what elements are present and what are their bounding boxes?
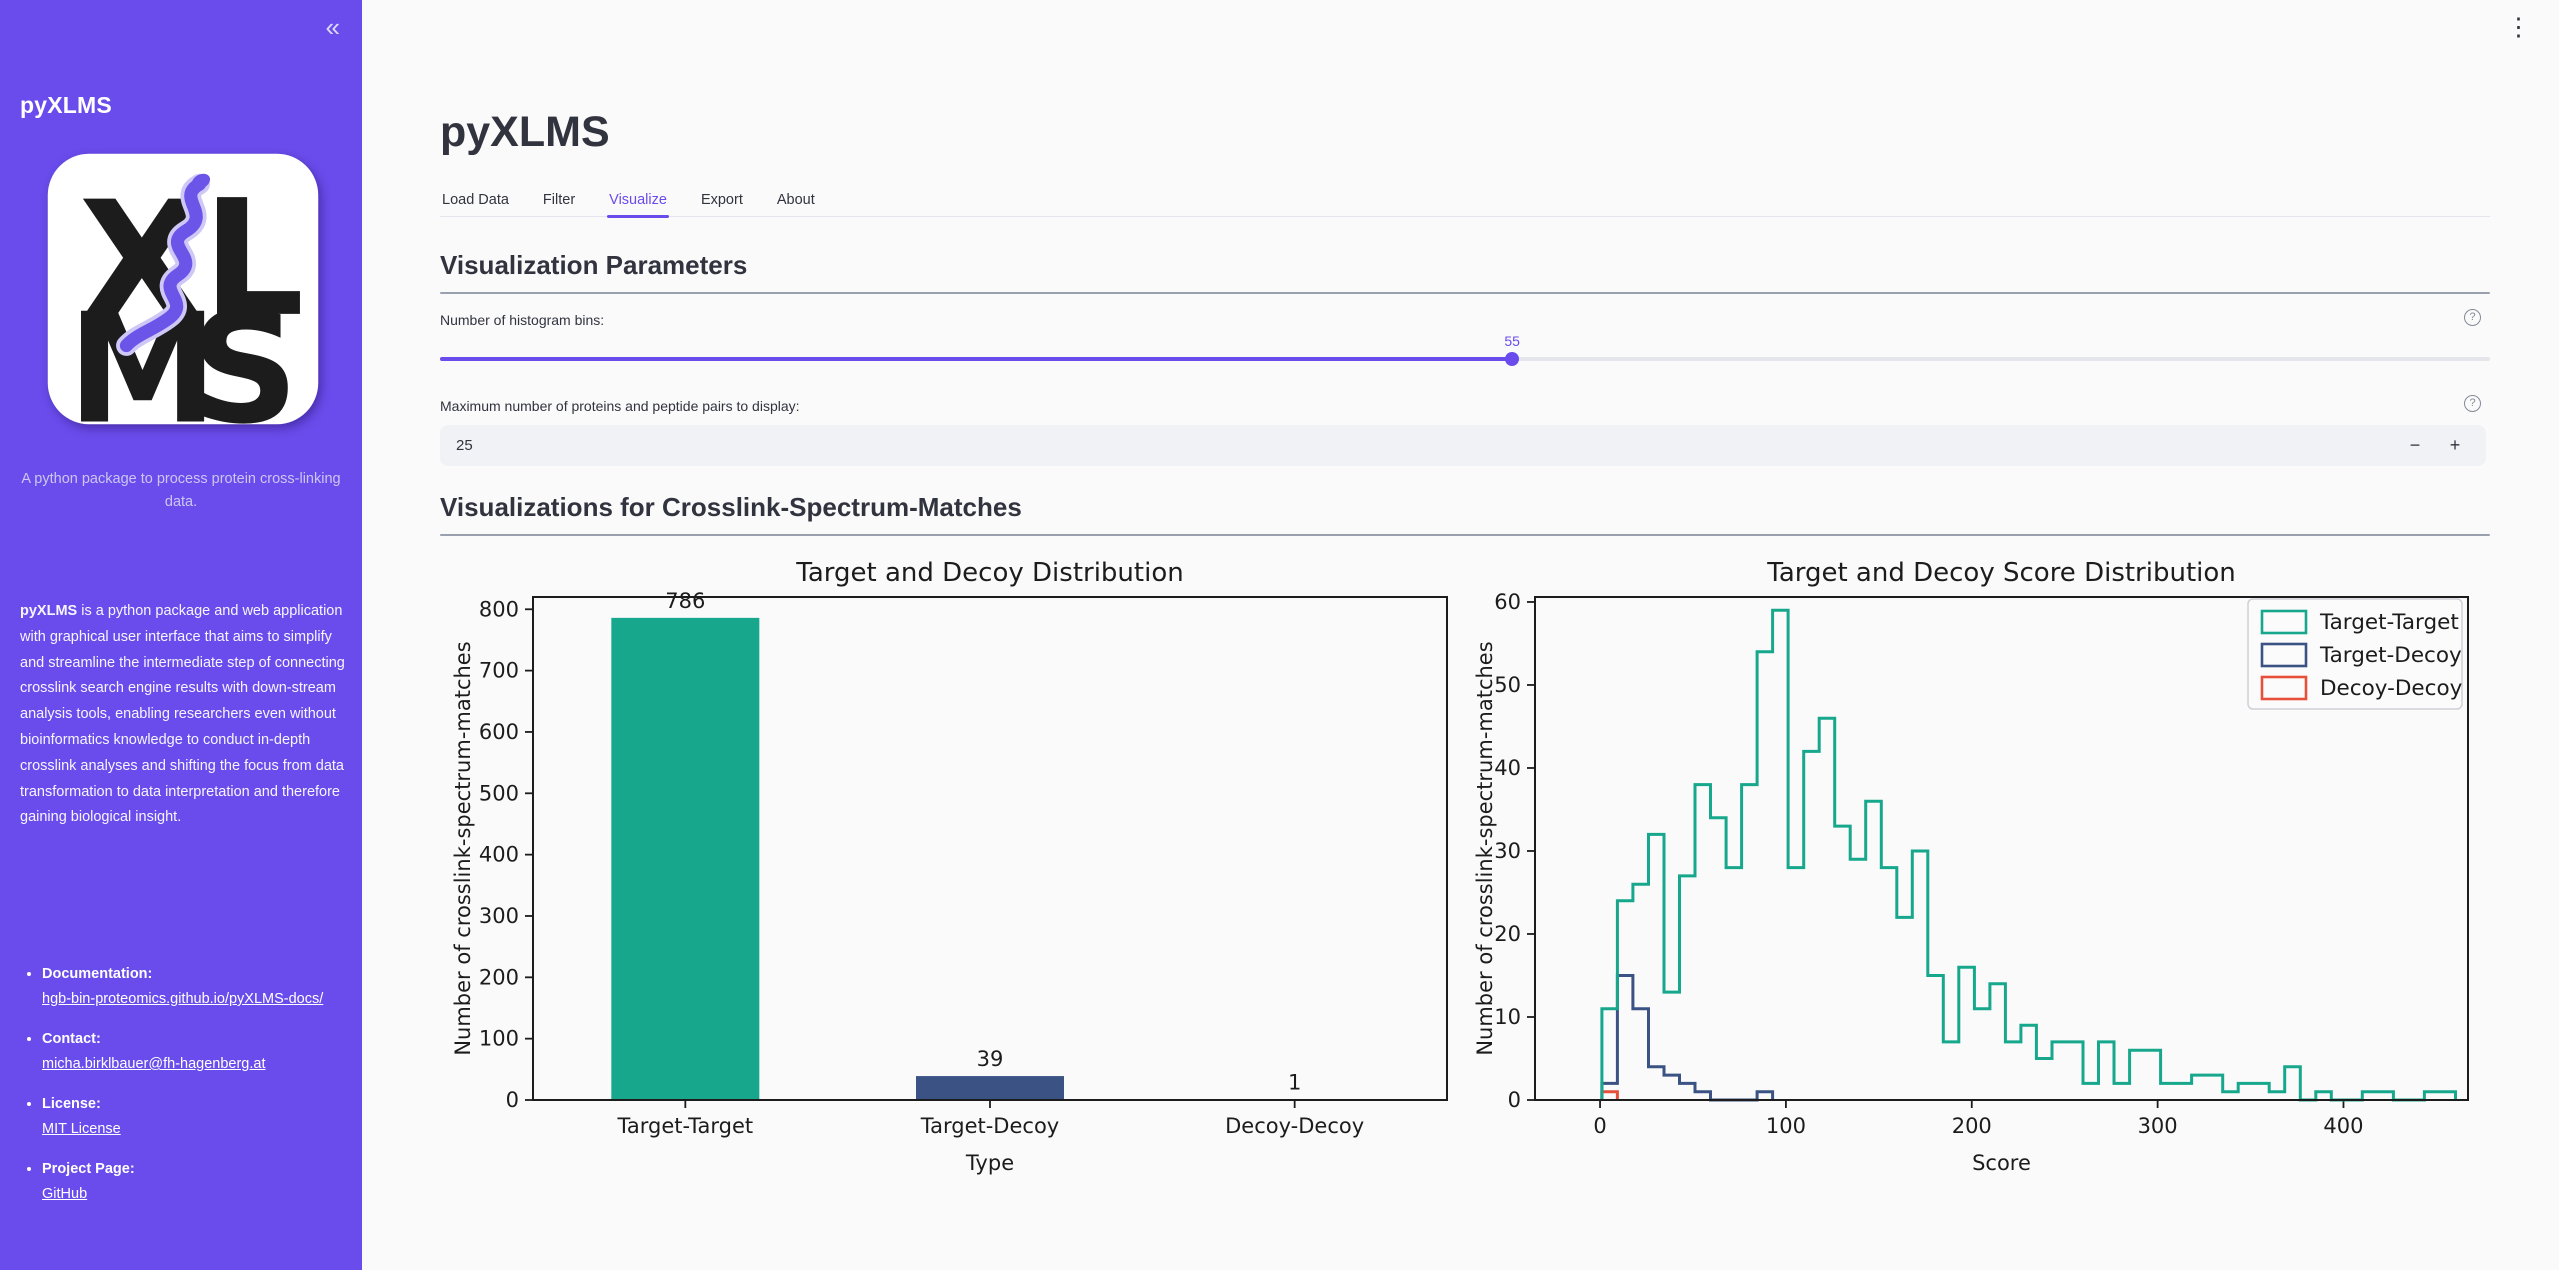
bar-chart: 0 100 200 300 400 500 600 700 800 786 Target-Targe… [451,558,1448,1175]
svg-text:100: 100 [479,1027,519,1051]
svg-text:300: 300 [2138,1114,2178,1138]
sidebar-title: pyXLMS [20,92,112,118]
help-icon[interactable]: ? [2464,309,2481,326]
svg-text:0: 0 [1508,1088,1521,1112]
svg-text:400: 400 [479,843,519,867]
section-divider [440,534,2490,536]
max-display-number-input[interactable]: 25 − + [440,425,2486,466]
svg-text:39: 39 [977,1047,1004,1071]
sidebar-link-item: License: MIT License [42,1092,342,1142]
tab-load-data[interactable]: Load Data [442,192,509,208]
main-content: ⋮ pyXLMS Load Data Filter Visualize Export A… [362,0,2559,1270]
svg-text:800: 800 [479,597,519,621]
svg-text:0: 0 [1593,1114,1606,1138]
slider-thumb[interactable] [1505,352,1520,366]
link-label: Contact: [42,1031,101,1047]
sidebar-collapse-icon[interactable]: « [325,12,340,42]
svg-text:786: 786 [665,589,705,613]
svg-text:600: 600 [479,720,519,744]
app-logo: X L MS [45,148,321,457]
svg-text:60: 60 [1494,590,1521,614]
sidebar-link-item: Contact: micha.birklbauer@fh-hagenberg.at [42,1027,342,1077]
tab-about[interactable]: About [776,192,815,208]
svg-text:Type: Type [965,1151,1014,1175]
sidebar-description-text: is a python package and web application … [20,603,345,826]
slider-label: Number of histogram bins: [440,312,605,328]
sidebar-link-item: Project Page: GitHub [42,1157,342,1207]
sidebar-link-item: Documentation: hgb-bin-proteomics.github.… [42,962,342,1012]
svg-text:Number of crosslink-spectrum-m: Number of crosslink-spectrum-matches [1473,641,1497,1055]
svg-text:Score: Score [1972,1151,2031,1175]
decrement-button[interactable]: − [2398,425,2432,466]
sidebar-description-bold: pyXLMS [20,603,78,619]
histogram-chart: 0 10 20 30 40 50 60 0 100 200 300 400 Target and Dec… [1473,558,2469,1175]
page-title: pyXLMS [440,108,610,156]
tab-filter[interactable]: Filter [542,192,576,208]
svg-text:1: 1 [1288,1070,1301,1094]
increment-button[interactable]: + [2438,425,2472,466]
svg-text:200: 200 [1952,1114,1992,1138]
logo-snake-icon [116,173,211,356]
logo-card [47,153,319,425]
svg-text:Number of crosslink-spectrum-m: Number of crosslink-spectrum-matches [451,641,475,1055]
svg-text:Target-Target: Target-Target [2319,610,2459,635]
slider-fill [440,357,1513,361]
sidebar-link[interactable]: hgb-bin-proteomics.github.io/pyXLMS-docs… [42,991,324,1007]
sidebar-links-list: Documentation: hgb-bin-proteomics.github.… [42,962,342,1222]
svg-text:700: 700 [479,659,519,683]
link-label: Documentation: [42,966,153,982]
tab-export[interactable]: Export [700,192,743,208]
svg-text:20: 20 [1494,922,1521,946]
number-input-value[interactable]: 25 [456,437,473,454]
svg-text:400: 400 [2323,1114,2363,1138]
slider-value: 55 [1504,333,1520,349]
logo-letter-l: L [202,165,304,352]
sidebar-link[interactable]: GitHub [42,1186,88,1202]
help-icon[interactable]: ? [2464,395,2481,412]
number-input-label: Maximum number of proteins and peptide p… [440,398,800,414]
sidebar: « pyXLMS X L MS A python package to proc… [0,0,362,1270]
svg-text:Decoy-Decoy: Decoy-Decoy [2320,676,2463,701]
svg-text:300: 300 [479,904,519,928]
sidebar-link[interactable]: micha.birklbauer@fh-hagenberg.at [42,1056,266,1072]
svg-text:100: 100 [1766,1114,1806,1138]
svg-text:30: 30 [1494,839,1521,863]
link-label: License: [42,1096,101,1112]
sidebar-description: pyXLMS is a python package and web appli… [20,599,346,831]
sidebar-caption: A python package to process protein cros… [21,471,341,511]
sidebar-link[interactable]: MIT License [42,1121,121,1137]
svg-text:Target-Decoy: Target-Decoy [2319,643,2462,668]
svg-text:Target and Decoy Distribution: Target and Decoy Distribution [795,558,1183,588]
section-title-parameters: Visualization Parameters [440,250,748,280]
section-divider [440,292,2490,294]
section-title-visualizations: Visualizations for Crosslink-Spectrum-Ma… [440,492,1022,522]
svg-text:Target-Target: Target-Target [617,1114,754,1138]
svg-text:Target and Decoy Score Distrib: Target and Decoy Score Distribution [1766,558,2236,588]
svg-text:Target-Decoy: Target-Decoy [920,1114,1059,1138]
legend: Target-Target Target-Decoy Decoy-Decoy [2247,598,2463,710]
tab-bar: Load Data Filter Visualize Export About [440,188,2490,218]
svg-text:50: 50 [1494,673,1521,697]
svg-text:Decoy-Decoy: Decoy-Decoy [1225,1114,1364,1138]
svg-text:10: 10 [1494,1005,1521,1029]
app-menu-icon[interactable]: ⋮ [2506,13,2531,41]
svg-text:200: 200 [479,965,519,989]
svg-text:500: 500 [479,781,519,805]
svg-text:40: 40 [1494,756,1521,780]
histogram-bins-slider[interactable]: 55 [440,333,2490,366]
tab-visualize[interactable]: Visualize [607,188,669,218]
link-label: Project Page: [42,1161,135,1177]
svg-text:0: 0 [506,1088,519,1112]
